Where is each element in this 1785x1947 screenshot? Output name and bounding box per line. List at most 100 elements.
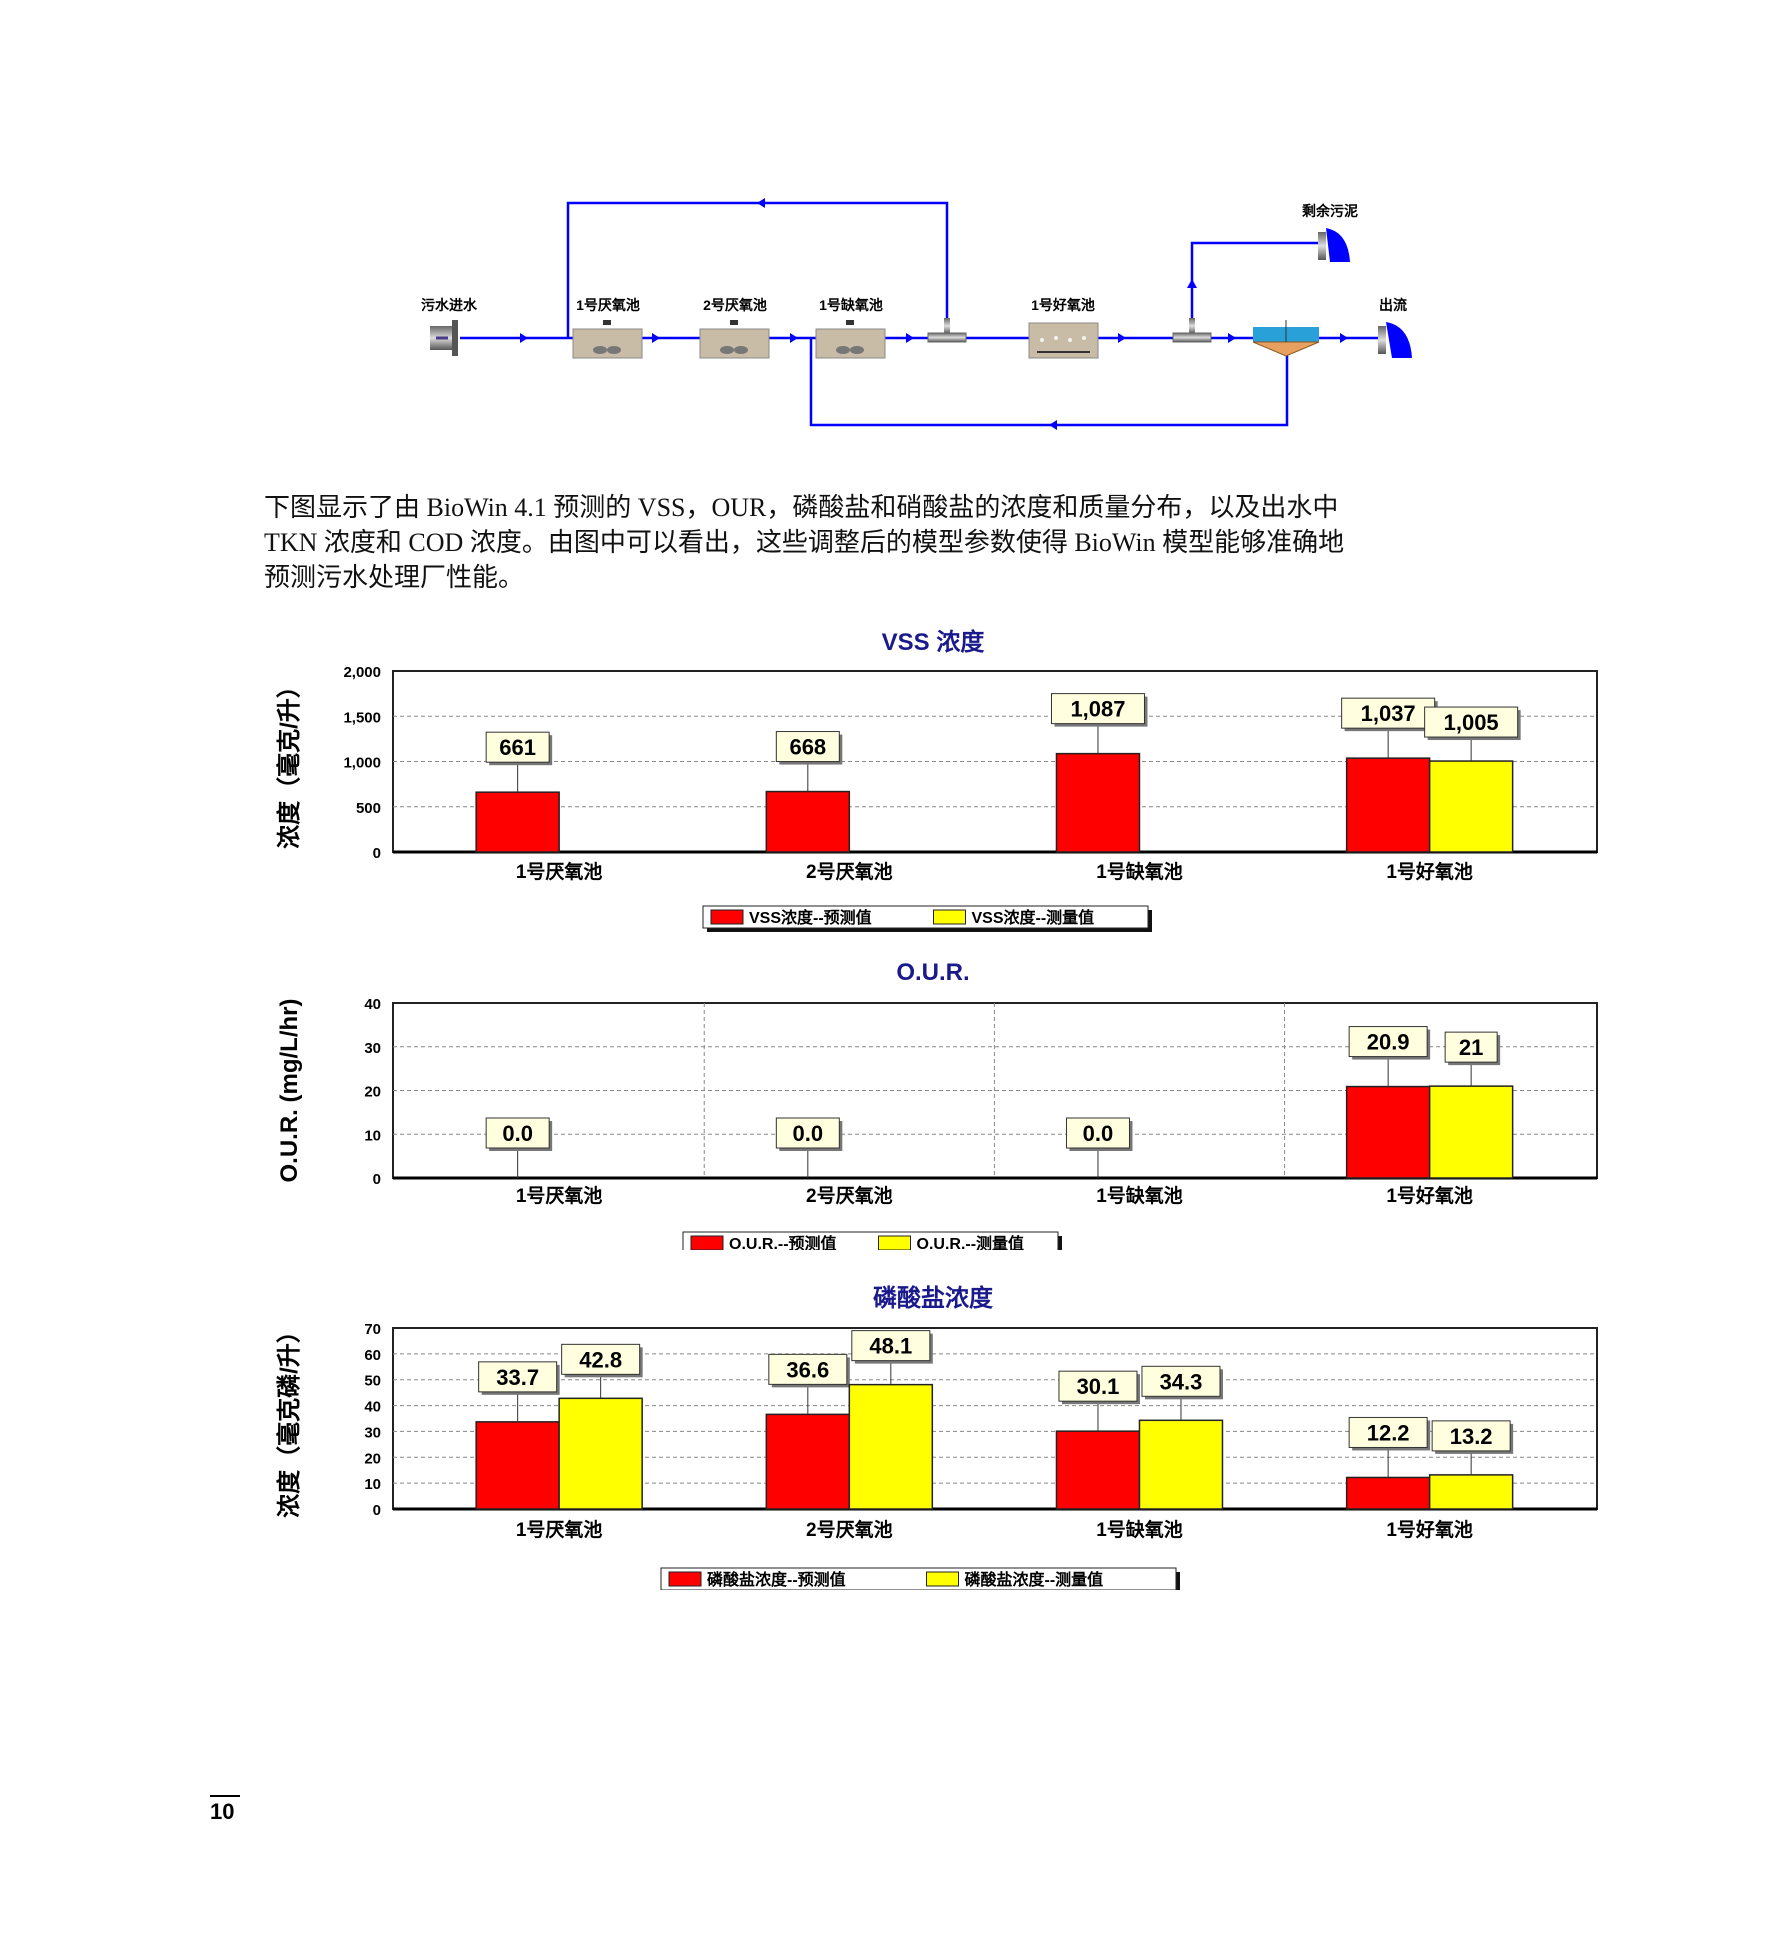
splitter-1-icon [927, 318, 967, 343]
y-axis-label: O.U.R. (mg/L/hr) [276, 999, 303, 1183]
paragraph-line: 预测污水处理厂性能。 [264, 563, 525, 592]
data-label-box [1431, 1420, 1511, 1452]
body-paragraph: 下图显示了由 BioWin 4.1 预测的 VSS，OUR，磷酸盐和硝酸盐的浓度… [264, 490, 1604, 595]
data-label-box [1444, 1031, 1498, 1063]
data-label: 1,037 [1361, 701, 1416, 726]
flow-arrows [520, 198, 1348, 430]
x-tick-label: 1号厌氧池 [516, 1184, 603, 1207]
x-tick-label: 1号厌氧池 [516, 860, 603, 883]
data-label: 36.6 [786, 1357, 829, 1382]
data-label-box [1348, 1026, 1428, 1058]
chart-title: 磷酸盐浓度 [873, 1284, 994, 1312]
legend-label: VSS浓度--测量值 [972, 908, 1095, 927]
y-tick-label: 10 [364, 1127, 381, 1144]
data-label-box [1050, 693, 1145, 725]
bar [765, 790, 851, 853]
data-label: 33.7 [496, 1365, 539, 1390]
legend-swatch [933, 909, 966, 925]
label-effluent: 出流 [1379, 297, 1407, 313]
effluent-outlet-icon [1378, 322, 1412, 358]
data-label: 1,087 [1070, 697, 1125, 722]
data-label-box [1341, 697, 1436, 729]
data-label-box [775, 731, 840, 763]
data-label: 48.1 [869, 1334, 912, 1359]
y-tick-label: 50 [364, 1373, 381, 1390]
data-label: 13.2 [1450, 1424, 1493, 1449]
x-tick-label: 1号缺氧池 [1096, 860, 1183, 883]
legend [682, 1231, 1059, 1250]
anoxic-tank-icon [815, 320, 886, 359]
bar [1428, 1474, 1514, 1510]
data-label-box [478, 1361, 558, 1393]
paragraph-line: TKN 浓度和 COD 浓度。由图中可以看出，这些调整后的模型参数使得 BioW… [264, 528, 1345, 557]
x-tick-label: 1号好氧池 [1386, 860, 1473, 883]
legend [702, 905, 1149, 929]
bar [1345, 1476, 1431, 1510]
bar [765, 1413, 851, 1510]
y-tick-label: 0 [373, 845, 381, 862]
chart-title: VSS 浓度 [882, 628, 986, 656]
bar [1138, 1419, 1224, 1510]
bar [1055, 1430, 1141, 1510]
legend-swatch [668, 1571, 702, 1587]
legend-swatch [710, 909, 744, 925]
y-tick-label: 40 [364, 1399, 381, 1416]
legend-label: O.U.R.--测量值 [917, 1234, 1025, 1250]
data-label-box [1348, 1416, 1428, 1448]
x-tick-label: 1号好氧池 [1386, 1518, 1473, 1541]
legend [660, 1567, 1177, 1590]
data-label: 661 [499, 735, 536, 760]
waste-sludge-outlet-icon [1318, 228, 1350, 262]
y-tick-label: 60 [364, 1347, 381, 1364]
data-label-box [485, 1117, 550, 1149]
y-axis-label: 浓度（毫克磷/升） [275, 1319, 303, 1518]
legend-swatch [926, 1571, 959, 1587]
label-waste-sludge: 剩余污泥 [1302, 203, 1358, 219]
paragraph-line: 下图显示了由 BioWin 4.1 预测的 VSS，OUR，磷酸盐和硝酸盐的浓度… [264, 493, 1339, 522]
influent-pipe-icon [430, 320, 458, 356]
page-number: 10 [210, 1795, 240, 1825]
label-anaerobic-2: 2号厌氧池 [703, 297, 767, 313]
y-tick-label: 30 [364, 1040, 381, 1057]
y-tick-label: 0 [373, 1502, 381, 1519]
legend-swatch [690, 1235, 724, 1250]
y-tick-label: 2,000 [343, 664, 381, 681]
y-tick-label: 70 [364, 1321, 381, 1338]
y-axis-label: 浓度（毫克/升） [275, 674, 303, 849]
bar [848, 1383, 934, 1510]
x-tick-label: 2号厌氧池 [806, 1518, 893, 1541]
data-label-box [1141, 1365, 1221, 1397]
legend-label: 磷酸盐浓度--测量值 [965, 1570, 1104, 1589]
data-label-box [1065, 1117, 1130, 1149]
x-tick-label: 1号缺氧池 [1096, 1518, 1183, 1541]
anaerobic-tank-1-icon [572, 320, 643, 359]
y-tick-label: 1,500 [343, 709, 381, 726]
y-tick-label: 20 [364, 1450, 381, 1467]
bar [1428, 760, 1514, 853]
y-tick-label: 0 [373, 1171, 381, 1188]
x-tick-label: 1号好氧池 [1386, 1184, 1473, 1207]
x-tick-label: 1号缺氧池 [1096, 1184, 1183, 1207]
data-label: 12.2 [1367, 1420, 1410, 1445]
clarifier-icon [1252, 320, 1320, 357]
data-label: 21 [1459, 1035, 1483, 1060]
splitter-2-icon [1172, 318, 1212, 343]
y-tick-label: 500 [356, 800, 381, 817]
anaerobic-tank-2-icon [699, 320, 770, 359]
data-label: 30.1 [1077, 1374, 1120, 1399]
label-anaerobic-1: 1号厌氧池 [576, 297, 640, 313]
label-influent: 污水进水 [421, 297, 478, 313]
data-label-box [485, 731, 550, 763]
legend-label: 磷酸盐浓度--预测值 [707, 1570, 846, 1589]
data-label: 0.0 [502, 1121, 533, 1146]
data-label: 668 [789, 735, 826, 760]
chart-title: O.U.R. [896, 959, 969, 986]
y-tick-label: 30 [364, 1424, 381, 1441]
data-label: 34.3 [1160, 1369, 1203, 1394]
x-tick-label: 1号厌氧池 [516, 1518, 603, 1541]
y-tick-label: 10 [364, 1476, 381, 1493]
data-label-box [1058, 1370, 1138, 1402]
y-tick-label: 20 [364, 1084, 381, 1101]
